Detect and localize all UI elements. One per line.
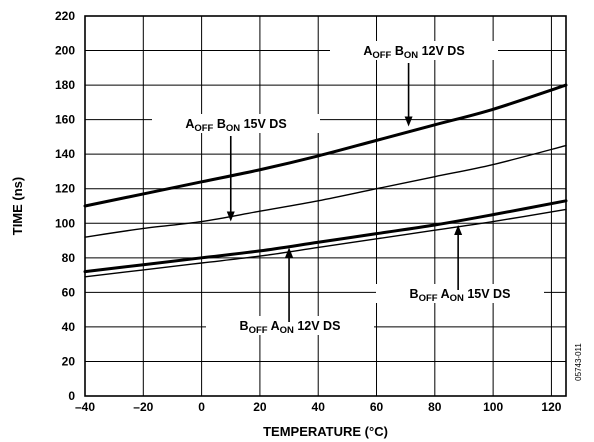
annotation-text-part: ON — [226, 123, 240, 134]
annotation-text-part: ON — [280, 325, 294, 336]
annotation-text-part: A — [268, 319, 280, 333]
annotation-arrow-head — [226, 211, 235, 222]
annotation-bg — [206, 316, 374, 335]
annotation-2: AOFF BON 15V DS — [152, 114, 320, 222]
x-tick-label: 80 — [428, 400, 442, 414]
annotation-label: BOFF AON 15V DS — [410, 287, 511, 304]
annotation-label: AOFF BON 15V DS — [185, 117, 286, 134]
annotation-text-part: B — [410, 287, 419, 301]
y-tick-label: 140 — [55, 147, 75, 161]
annotation-text-part: 15V DS — [240, 117, 287, 131]
y-tick-label: 100 — [55, 216, 75, 230]
x-tick-label: 40 — [312, 400, 326, 414]
annotation-text-part: ON — [404, 50, 418, 61]
grid — [84, 15, 566, 397]
figure-id: 05743-011 — [574, 343, 583, 381]
annotation-text-part: 12V DS — [294, 319, 341, 333]
y-tick-label: 80 — [62, 251, 76, 265]
annotation-text-part: OFF — [372, 50, 391, 61]
x-tick-labels: –40 –20 0 20 40 60 80 100 120 — [75, 400, 562, 414]
x-tick-label: 100 — [483, 400, 503, 414]
x-tick-label: –20 — [133, 400, 153, 414]
annotation-label: BOFF AON 12V DS — [240, 319, 341, 336]
x-tick-label: –40 — [75, 400, 95, 414]
annotation-bg — [330, 41, 498, 60]
series-line-1 — [83, 83, 568, 208]
annotation-1: AOFF BON 12V DS — [330, 41, 498, 127]
x-tick-label: 60 — [370, 400, 384, 414]
annotation-text-part: OFF — [249, 325, 268, 336]
y-tick-label: 180 — [55, 78, 75, 92]
x-tick-label: 120 — [541, 400, 561, 414]
annotation-text-part: OFF — [419, 293, 438, 304]
y-tick-label: 0 — [68, 389, 75, 403]
plot-frame — [84, 15, 567, 397]
series-line-3 — [83, 199, 568, 274]
series-group — [83, 83, 568, 278]
y-tick-labels: 0 20 40 60 80 100 120 140 160 180 200 220 — [55, 9, 75, 403]
annotation-text-part: A — [185, 117, 194, 131]
x-axis-title: TEMPERATURE (°C) — [263, 424, 388, 439]
annotation-text-part: A — [438, 287, 450, 301]
y-tick-label: 40 — [62, 320, 76, 334]
x-tick-label: 20 — [253, 400, 267, 414]
annotation-bg — [376, 284, 544, 303]
annotation-3: BOFF AON 12V DS — [206, 247, 374, 336]
annotation-text-part: A — [363, 44, 372, 58]
y-axis-title: TIME (ns) — [10, 177, 25, 236]
series-line-4 — [84, 208, 567, 278]
annotation-arrow-head — [404, 116, 413, 127]
annotation-text-part: OFF — [194, 123, 213, 134]
annotation-arrow-head — [285, 247, 294, 258]
y-tick-label: 160 — [55, 113, 75, 127]
annotation-bg — [152, 114, 320, 133]
annotation-arrow-head — [454, 225, 463, 235]
annotation-label: AOFF BON 12V DS — [363, 44, 464, 61]
annotation-text-part: 12V DS — [418, 44, 465, 58]
y-tick-label: 200 — [55, 44, 75, 58]
x-tick-label: 0 — [198, 400, 205, 414]
annotation-text-part: ON — [450, 293, 464, 304]
y-tick-label: 20 — [62, 354, 76, 368]
annotation-4: BOFF AON 15V DS — [376, 225, 544, 304]
y-tick-label: 60 — [62, 285, 76, 299]
annotation-text-part: B — [391, 44, 404, 58]
annotation-text-part: 15V DS — [464, 287, 511, 301]
y-tick-label: 220 — [55, 9, 75, 23]
annotation-text-part: B — [240, 319, 249, 333]
annotation-text-part: B — [213, 117, 226, 131]
series-line-2 — [84, 144, 567, 238]
y-tick-label: 120 — [55, 182, 75, 196]
